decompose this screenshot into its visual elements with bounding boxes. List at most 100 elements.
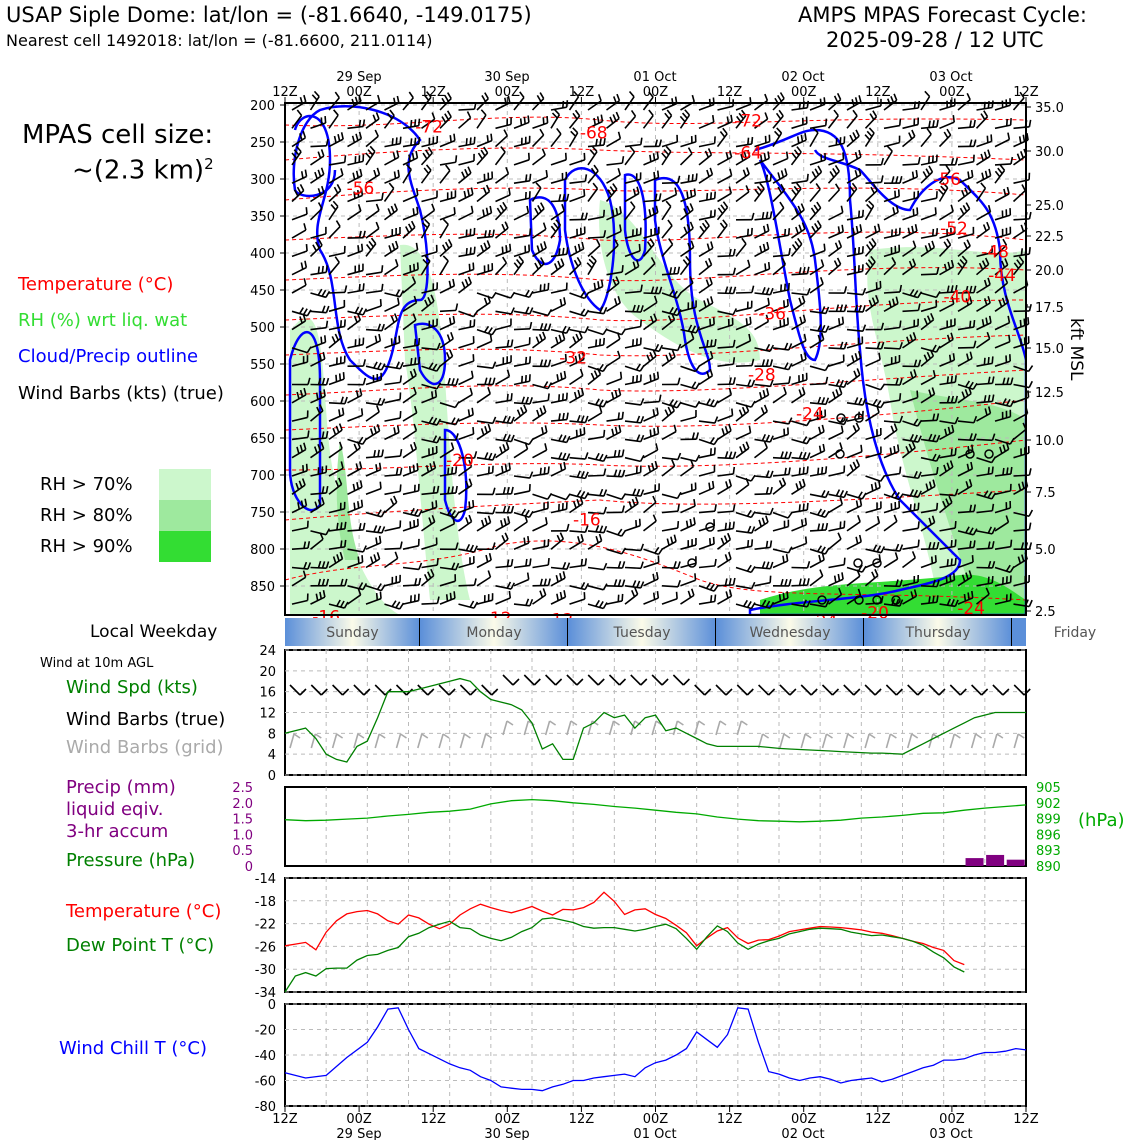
barb-xs	[643, 139, 662, 148]
barb-xs	[402, 507, 423, 518]
barb-xs	[624, 398, 645, 406]
barb-xs	[717, 168, 733, 184]
barb-xs	[550, 590, 567, 605]
barb-xs	[532, 381, 553, 390]
barb-xs	[494, 146, 506, 166]
barb-xs	[383, 109, 395, 129]
bot-tick-label-1: 00Z	[346, 1112, 372, 1127]
barb-xs	[402, 423, 418, 441]
barb-xs	[402, 163, 412, 184]
barb-xs	[495, 166, 510, 184]
barb-xs	[606, 469, 626, 478]
barb-xs	[458, 136, 476, 148]
barb-xs	[717, 532, 732, 550]
barb-xs	[790, 146, 802, 166]
barb-xs	[550, 571, 566, 587]
barb-xs	[384, 574, 401, 587]
barb-xs	[680, 203, 694, 221]
barb-xs	[680, 588, 695, 605]
barb-xs	[828, 354, 845, 367]
barb-xs	[828, 497, 843, 514]
barb-xs	[291, 561, 312, 570]
barb-xs	[754, 261, 771, 276]
wind-speed-panel: 0 4 8 12 16 20 24	[259, 644, 1031, 784]
barb-xs	[513, 483, 531, 496]
h-tick-label-8: 10.0	[1035, 434, 1064, 449]
cell-size-value: ~(2.3 km)2	[72, 155, 214, 186]
barb-xs	[827, 165, 840, 184]
precip-ytick-0: 0	[245, 860, 253, 875]
barb-xs	[310, 335, 327, 349]
barb-xs	[791, 266, 810, 276]
barb-xs	[717, 377, 736, 386]
weekday-bar: Sunday Monday Tuesday Wednesday Thursday Frid…	[285, 618, 1096, 646]
barb-xs	[735, 564, 756, 574]
barb-xs	[384, 449, 403, 459]
barb-xs	[772, 298, 789, 313]
barb-xs	[698, 317, 715, 331]
barb-xs	[310, 305, 330, 314]
barb-xs	[698, 258, 713, 276]
barb-xs	[754, 575, 772, 587]
barb-xs	[347, 283, 365, 294]
wind-speed-label: Wind Spd (kts)	[66, 677, 198, 698]
barb-xs	[624, 374, 642, 386]
barb-xs	[587, 583, 608, 591]
barb-xs	[791, 578, 810, 587]
barb-xs	[550, 561, 571, 571]
barb-xs	[809, 201, 822, 221]
barb-xs	[661, 187, 678, 203]
barb-xs	[347, 188, 364, 203]
barb-xs	[458, 478, 473, 495]
barb-xs	[513, 515, 528, 532]
barb-xs	[772, 546, 793, 554]
barb-xs	[661, 200, 672, 221]
barb-xs	[347, 388, 363, 404]
barb-xs	[587, 429, 606, 441]
barb-xs	[809, 376, 829, 386]
barb-xs	[347, 313, 362, 331]
barb-xs	[384, 258, 399, 276]
barb-xs	[642, 238, 655, 257]
barb-xs	[439, 331, 454, 349]
barb-xs	[550, 452, 571, 461]
barb-xs	[791, 314, 807, 331]
barb-xs	[550, 461, 567, 477]
barb-xs	[495, 393, 513, 404]
barb-xs	[421, 282, 439, 294]
barb-xs	[698, 582, 719, 592]
barb-xs	[661, 561, 681, 569]
barb-xs	[476, 334, 493, 349]
barb-xs	[457, 111, 472, 129]
barb-xs	[772, 386, 787, 404]
barb-xs	[365, 298, 382, 313]
barb-xs	[439, 417, 460, 426]
barb-xs	[624, 243, 641, 258]
barb-xs	[384, 150, 400, 166]
p-tick-label-2: 300	[250, 173, 275, 188]
barb-xs	[680, 173, 698, 184]
barb-xs	[624, 434, 645, 443]
barb-xs	[384, 289, 405, 298]
barb-xs	[384, 541, 403, 550]
rh90-swatch	[159, 531, 211, 562]
temperature-label: Temperature (°C)	[66, 901, 222, 922]
barb-xs	[458, 578, 477, 587]
cross-section-grid	[284, 103, 1027, 615]
barb-xs	[827, 183, 841, 203]
barb-xs	[532, 331, 547, 349]
barb-xs	[680, 498, 696, 514]
barb-xs	[458, 205, 474, 221]
barb-xs	[365, 397, 386, 406]
barb-xs	[439, 349, 454, 367]
barb-xs	[809, 332, 825, 349]
barb-xs	[754, 287, 774, 296]
barb-xs	[439, 190, 457, 203]
barb-xs	[809, 552, 825, 569]
barb-xs	[476, 171, 494, 184]
bot-date-label-2: 01 Oct	[633, 1127, 676, 1140]
barb-xs	[309, 404, 324, 422]
wind-ytick-5: 20	[259, 665, 276, 680]
barb-xs	[828, 489, 849, 499]
